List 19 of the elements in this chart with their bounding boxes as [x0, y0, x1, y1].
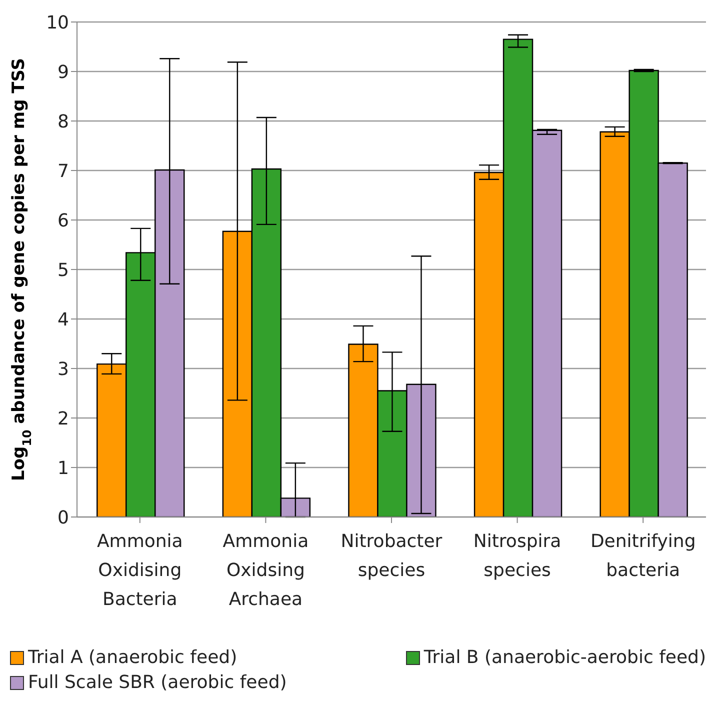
x-tick-label: Ammonia Oxidising Bacteria — [96, 531, 183, 610]
legend-label: Trial B (anaerobic-aerobic feed) — [424, 647, 706, 668]
x-tick-label: Nitrobacter species — [340, 531, 443, 581]
x-tick-label: Denitrifying bacteria — [590, 531, 696, 581]
x-tick-label: Nitrospira species — [473, 531, 562, 581]
y-tick-label: 1 — [58, 458, 69, 479]
y-tick-label: 4 — [58, 309, 69, 330]
y-tick-label: 8 — [58, 111, 69, 132]
y-tick-label: 3 — [58, 358, 69, 380]
y-tick-label: 2 — [58, 408, 69, 430]
y-tick-label: 10 — [46, 12, 69, 34]
y-tick-label: 5 — [58, 260, 69, 281]
y-tick-label: 0 — [58, 507, 69, 528]
legend-label: Full Scale SBR (aerobic feed) — [28, 672, 287, 693]
x-tick-label: Ammonia Oxidsing Archaea — [222, 531, 309, 610]
y-tick-label: 7 — [58, 160, 69, 182]
legend-label: Trial A (anaerobic feed) — [28, 647, 238, 668]
y-tick-label: 6 — [58, 210, 69, 232]
y-tick-label: 9 — [58, 62, 69, 83]
